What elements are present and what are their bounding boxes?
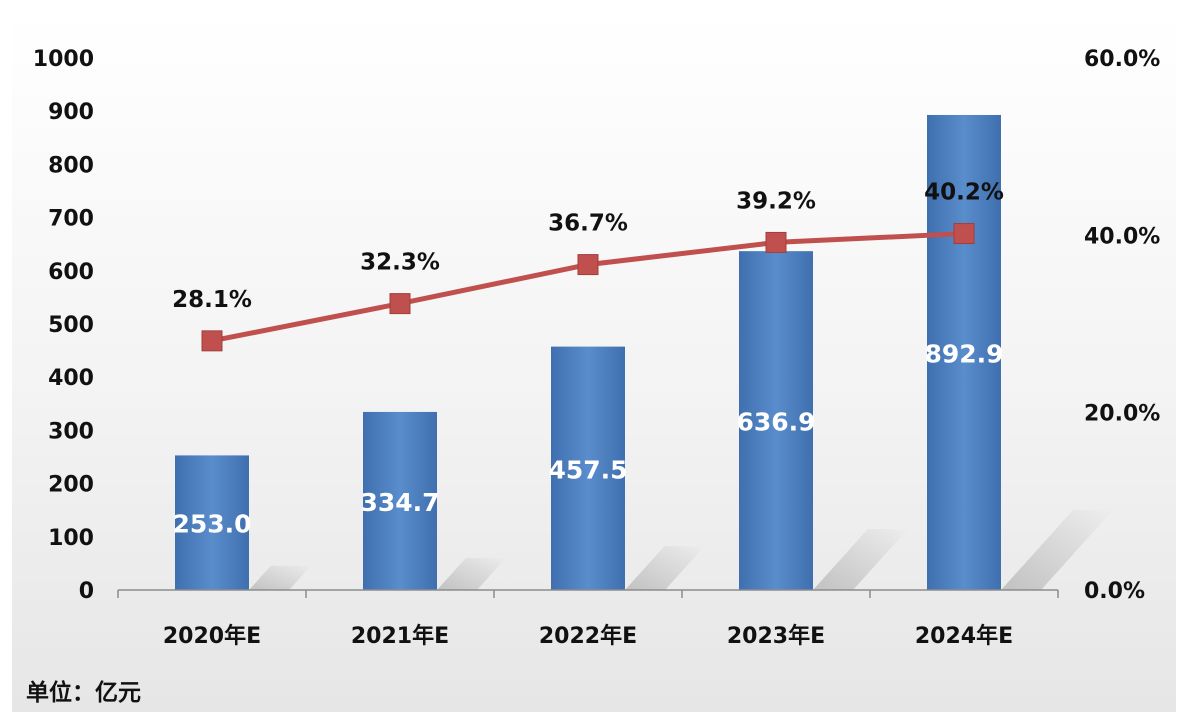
bar — [739, 251, 813, 591]
rate-marker — [389, 293, 411, 315]
bar-value-label: 457.5 — [548, 455, 627, 484]
y-left-tick-label: 1000 — [33, 47, 94, 72]
bar — [175, 455, 249, 590]
bar-shadow — [249, 565, 311, 590]
bar — [551, 346, 625, 590]
unit-note: 单位：亿元 — [26, 679, 141, 706]
rate-marker — [765, 231, 787, 253]
bar-value-label: 253.0 — [172, 510, 251, 539]
rate-value-label: 32.3% — [360, 250, 440, 276]
bar-value-label: 636.9 — [736, 408, 815, 437]
x-tick-label: 2021年E — [351, 623, 449, 649]
rate-line — [201, 223, 975, 352]
rate-marker — [201, 330, 223, 352]
axes: 0 100 200 300 400 500 600 700 800 900 1000 0.0% 20.0… — [33, 47, 1161, 649]
bar-shadows — [249, 510, 1113, 590]
rate-value-label: 28.1% — [172, 287, 252, 313]
y-left-tick-label: 200 — [48, 473, 94, 498]
bar-shadow — [625, 546, 705, 590]
data-labels: 253.0 334.7 457.5 636.9 892.9 28.1% 32.3% 36.7%… — [172, 180, 1004, 539]
x-tick-label: 2024年E — [915, 623, 1013, 649]
y-left-tick-label: 700 — [48, 207, 94, 232]
x-tick-label: 2022年E — [539, 623, 637, 649]
bar-shadow — [813, 529, 908, 590]
y-left-tick-label: 900 — [48, 100, 94, 125]
bar-value-label: 334.7 — [360, 488, 439, 517]
y-right-tick-label: 40.0% — [1084, 224, 1160, 249]
rate-value-label: 36.7% — [548, 211, 628, 237]
rate-marker — [577, 254, 599, 276]
rate-value-label: 40.2% — [924, 180, 1004, 206]
y-left-tick-label: 500 — [48, 313, 94, 338]
bar — [927, 114, 1001, 590]
rate-value-label: 39.2% — [736, 188, 816, 214]
y-right-tick-label: 0.0% — [1084, 579, 1145, 604]
bar-value-label: 892.9 — [924, 339, 1003, 368]
y-left-tick-label: 600 — [48, 260, 94, 285]
y-left-tick-label: 100 — [48, 526, 94, 551]
bar-shadow — [437, 557, 506, 590]
bars — [175, 114, 1001, 591]
bar-shadow — [1001, 510, 1113, 590]
y-left-tick-label: 0 — [79, 579, 94, 604]
x-tick-label: 2023年E — [727, 623, 825, 649]
y-left-tick-label: 400 — [48, 366, 94, 391]
bar — [363, 411, 437, 590]
y-right-tick-label: 20.0% — [1084, 402, 1160, 427]
y-left-tick-label: 800 — [48, 153, 94, 178]
x-tick-label: 2020年E — [163, 623, 261, 649]
rate-marker — [953, 223, 975, 245]
y-right-tick-label: 60.0% — [1084, 47, 1160, 72]
y-left-tick-label: 300 — [48, 419, 94, 444]
